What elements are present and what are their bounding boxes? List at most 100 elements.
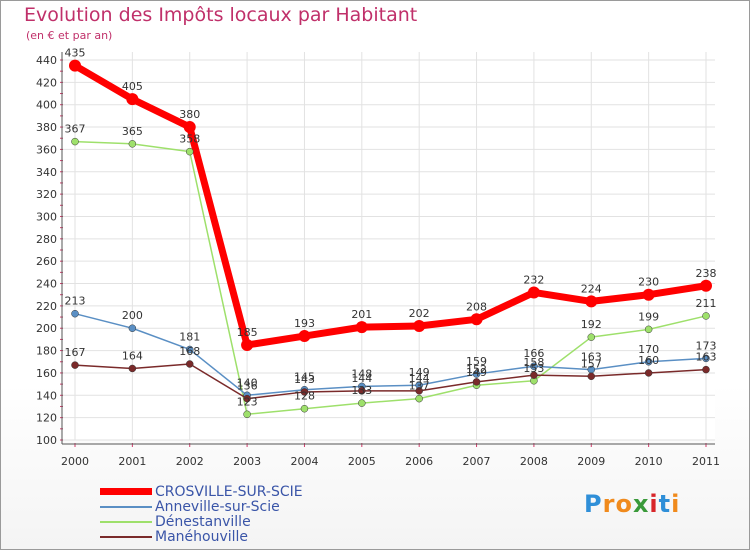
data-point [355, 321, 368, 334]
x-tick-label: 2010 [635, 455, 663, 468]
legend-label-manehouville: Manéhouville [155, 529, 249, 545]
x-tick-label: 2011 [692, 455, 720, 468]
data-label: 128 [294, 390, 315, 403]
x-tick-label: 2003 [233, 455, 261, 468]
data-point [702, 354, 710, 363]
data-label: 211 [696, 297, 717, 310]
x-tick-label: 2001 [118, 455, 146, 468]
logo-letter: x [632, 490, 650, 518]
data-point [415, 387, 423, 395]
data-label: 140 [237, 376, 258, 389]
data-label: 199 [638, 310, 659, 323]
data-label: 149 [409, 366, 430, 379]
data-point [358, 399, 366, 407]
data-point [587, 372, 596, 381]
data-point [128, 324, 137, 332]
y-tick-label: 140 [36, 389, 57, 402]
data-label: 153 [523, 362, 544, 375]
legend-swatch-denestanville [100, 521, 152, 523]
data-point [185, 345, 194, 354]
data-point [185, 147, 194, 156]
data-point [587, 333, 596, 341]
series-line [74, 312, 707, 397]
data-label: 200 [122, 309, 143, 322]
y-tick-label: 160 [36, 367, 57, 380]
data-point [241, 339, 254, 351]
y-tick-label: 240 [36, 278, 57, 291]
x-tick-label: 2000 [61, 455, 89, 468]
data-label: 192 [581, 318, 602, 331]
data-label: 137 [409, 380, 430, 393]
y-tick-label: 420 [36, 76, 57, 89]
data-point [702, 365, 710, 374]
data-point [527, 286, 540, 299]
legend-label-denestanville: Dénestanville [155, 514, 251, 530]
data-label: 166 [523, 347, 544, 360]
data-point [185, 360, 194, 368]
data-label: 159 [466, 355, 487, 368]
data-point [128, 364, 137, 373]
data-label: 152 [466, 363, 487, 376]
legend-swatch-manehouville [100, 536, 152, 538]
data-label: 133 [351, 384, 372, 397]
data-point [644, 358, 653, 366]
data-label: 136 [237, 380, 258, 393]
data-label: 193 [294, 317, 315, 330]
x-tick-label: 2008 [520, 455, 548, 468]
data-label: 181 [179, 330, 200, 343]
data-label: 144 [409, 372, 430, 385]
data-label: 230 [638, 276, 659, 289]
data-point [470, 313, 483, 326]
x-tick-label: 2004 [290, 455, 318, 468]
y-tick-label: 180 [36, 345, 57, 358]
data-point [126, 93, 139, 106]
x-tick-label: 2005 [348, 455, 376, 468]
logo-letter: t [658, 490, 672, 518]
data-label: 160 [638, 354, 659, 367]
data-label: 405 [122, 80, 143, 93]
data-point [472, 378, 481, 386]
data-label: 435 [65, 47, 86, 60]
data-label: 232 [523, 273, 544, 286]
data-point [298, 330, 311, 343]
data-label: 173 [696, 339, 717, 352]
y-tick-label: 260 [36, 255, 57, 268]
data-point [530, 371, 538, 379]
data-label: 202 [409, 307, 430, 320]
data-label: 163 [696, 351, 717, 364]
logo-letter: P [584, 490, 603, 518]
y-tick-label: 100 [36, 434, 57, 447]
data-point [243, 394, 251, 403]
data-label: 224 [581, 282, 602, 295]
data-label: 185 [237, 326, 258, 339]
legend-swatch-crosville [100, 488, 152, 495]
proxiti-logo: Proxiti [584, 490, 680, 518]
data-point [644, 369, 653, 377]
y-tick-label: 220 [36, 300, 57, 313]
data-label: 164 [122, 349, 143, 362]
y-tick-label: 120 [36, 412, 57, 425]
data-point [183, 121, 196, 134]
data-label: 367 [65, 123, 86, 136]
data-point [300, 404, 309, 413]
data-label: 358 [179, 133, 200, 146]
x-tick-label: 2009 [577, 455, 605, 468]
data-label: 143 [294, 373, 315, 386]
data-label: 149 [466, 366, 487, 379]
data-label: 123 [237, 395, 258, 408]
y-tick-label: 440 [36, 54, 57, 67]
data-point [472, 370, 481, 378]
data-point [585, 295, 598, 308]
logo-letter: r [602, 490, 616, 518]
data-label: 163 [581, 351, 602, 364]
data-label: 157 [581, 357, 602, 370]
data-point [71, 137, 79, 146]
data-point [128, 140, 137, 148]
data-label: 158 [523, 356, 544, 369]
series-line [74, 140, 707, 416]
y-tick-label: 300 [36, 210, 57, 223]
legend-swatch-anneville [100, 506, 152, 508]
data-point [69, 59, 81, 72]
x-tick-label: 2002 [176, 455, 204, 468]
